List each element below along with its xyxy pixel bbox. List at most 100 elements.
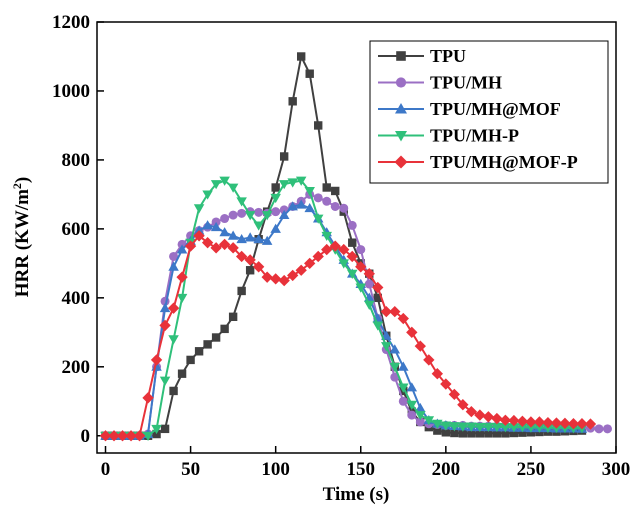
- data-point: [448, 388, 461, 401]
- data-point: [270, 223, 281, 233]
- data-point: [482, 411, 495, 423]
- data-point: [261, 235, 273, 245]
- data-point: [364, 279, 374, 289]
- data-point: [398, 383, 409, 393]
- data-point: [525, 416, 537, 428]
- data-point: [355, 283, 367, 293]
- data-point: [534, 423, 545, 433]
- data-point: [338, 259, 349, 269]
- data-point: [304, 202, 315, 213]
- data-point: [584, 418, 597, 430]
- data-point: [517, 423, 528, 433]
- data-point: [279, 152, 289, 161]
- data-point: [201, 237, 214, 249]
- y-axis-ticks: 0 200 400 600 800 1000 1200: [52, 12, 104, 447]
- data-point: [304, 187, 315, 197]
- data-point: [449, 422, 460, 432]
- data-point: [210, 242, 222, 254]
- legend-label: TPU/MH: [430, 73, 502, 93]
- data-point: [125, 430, 137, 442]
- data-point: [346, 250, 358, 263]
- data-point: [99, 430, 112, 442]
- data-point: [244, 254, 256, 266]
- data-point: [295, 199, 307, 209]
- data-point: [491, 422, 503, 433]
- data-point: [363, 268, 375, 280]
- data-point: [525, 423, 537, 433]
- data-point: [450, 428, 459, 438]
- data-point: [576, 418, 588, 430]
- data-point: [151, 424, 162, 435]
- y-tick-label: 600: [62, 219, 91, 240]
- data-point: [108, 430, 120, 442]
- data-point: [202, 220, 213, 230]
- data-point: [373, 293, 382, 303]
- data-point: [193, 225, 205, 235]
- y-tick-label: 400: [62, 288, 91, 309]
- data-point: [406, 326, 418, 338]
- data-point: [227, 183, 239, 193]
- data-point: [176, 244, 188, 254]
- series-4: [99, 230, 597, 442]
- data-point: [508, 414, 520, 427]
- data-point: [347, 220, 357, 230]
- data-point: [501, 429, 510, 438]
- data-point: [236, 197, 247, 207]
- data-point: [475, 429, 485, 438]
- data-point: [296, 52, 306, 61]
- data-point: [228, 210, 238, 220]
- data-point: [321, 231, 332, 242]
- data-point: [227, 242, 239, 254]
- data-point: [227, 230, 239, 240]
- data-point: [228, 312, 238, 322]
- data-point: [287, 201, 298, 211]
- data-point: [466, 422, 477, 432]
- legend-entry: TPU: [378, 46, 466, 66]
- data-point: [220, 324, 229, 334]
- data-point: [329, 240, 341, 252]
- data-point: [396, 51, 406, 61]
- data-point: [474, 409, 486, 421]
- data-point: [372, 281, 384, 294]
- data-point: [167, 302, 180, 314]
- series-layer: [99, 52, 612, 442]
- data-point: [483, 422, 494, 433]
- data-point: [458, 429, 468, 438]
- y-tick-label: 800: [62, 150, 91, 171]
- x-tick-label: 250: [517, 459, 546, 480]
- data-point: [484, 429, 493, 438]
- data-point: [168, 261, 179, 271]
- data-point: [395, 77, 407, 88]
- data-point: [261, 271, 273, 283]
- data-point: [423, 354, 435, 366]
- data-point: [312, 214, 324, 224]
- data-point: [509, 428, 519, 438]
- y-tick-label: 200: [62, 357, 91, 378]
- data-point: [533, 416, 546, 428]
- data-point: [220, 214, 230, 224]
- data-point: [176, 271, 188, 283]
- data-point: [211, 333, 221, 342]
- plot-area: [96, 21, 617, 454]
- data-point: [271, 207, 281, 217]
- legend-box: [369, 40, 609, 184]
- data-point: [389, 305, 401, 318]
- data-point: [338, 243, 350, 256]
- plot-frame: [96, 21, 617, 454]
- data-point: [492, 429, 502, 438]
- data-point: [415, 417, 425, 427]
- x-tick-label: 200: [432, 459, 461, 480]
- data-point: [372, 321, 384, 331]
- data-point: [244, 232, 256, 242]
- y-axis-title: HRR (KW/m2): [10, 177, 33, 298]
- data-point: [270, 193, 281, 204]
- data-point: [313, 193, 323, 203]
- data-point: [150, 354, 163, 366]
- data-point: [244, 211, 256, 221]
- data-point: [491, 412, 503, 425]
- data-point: [398, 396, 408, 406]
- data-point: [219, 227, 230, 237]
- data-point: [254, 207, 264, 217]
- data-point: [168, 335, 179, 345]
- data-point: [594, 424, 604, 434]
